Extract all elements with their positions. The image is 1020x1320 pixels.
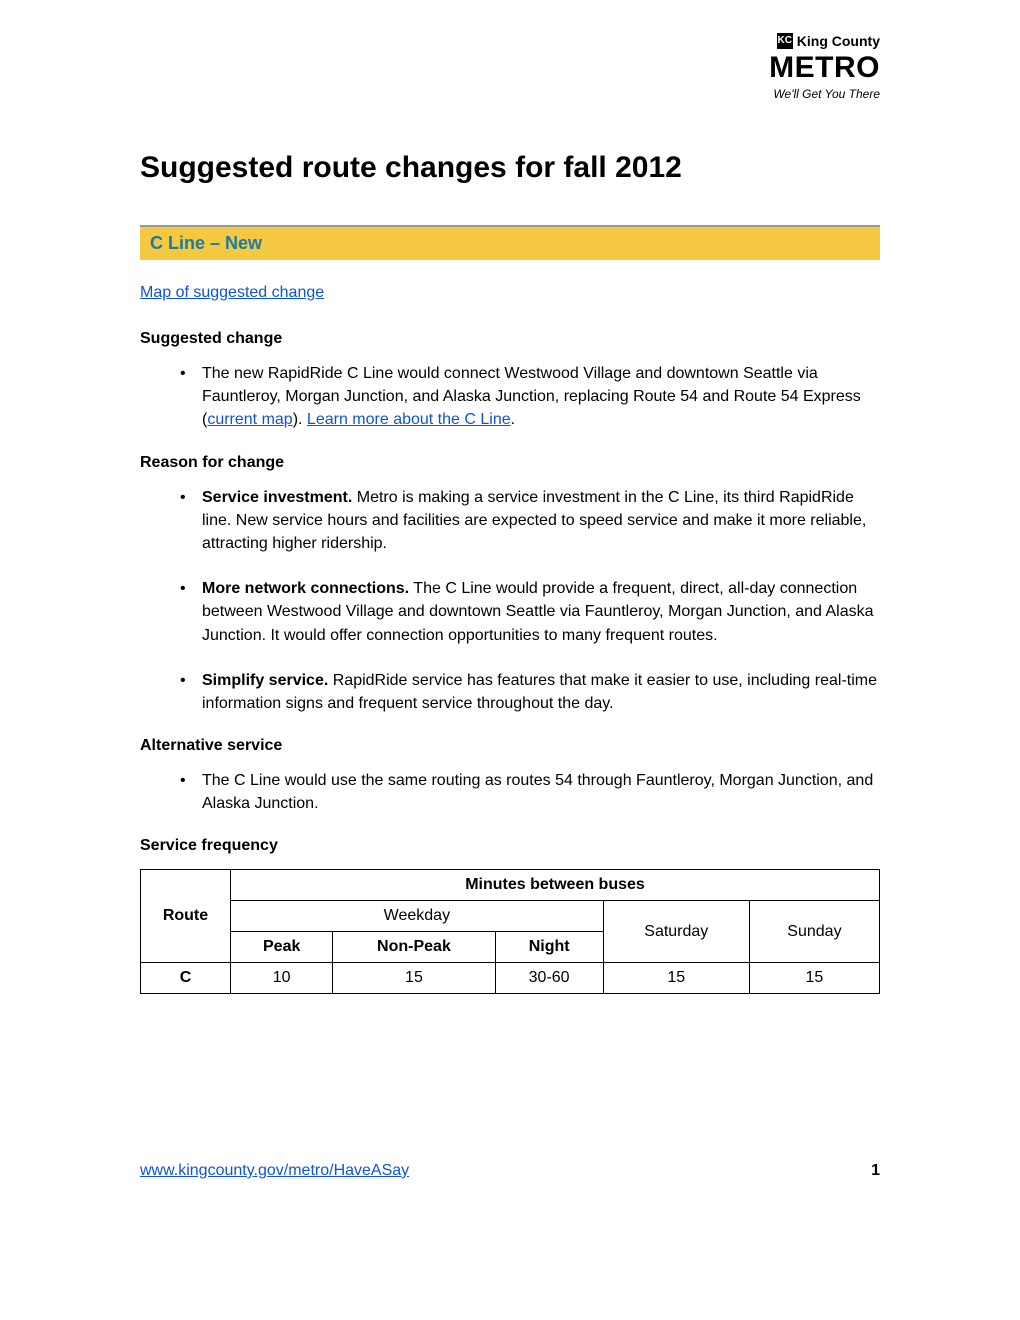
item-text: The C Line would use the same routing as… [202, 772, 873, 812]
kc-icon: KC [777, 33, 793, 49]
td-saturday: 15 [603, 963, 749, 994]
page-number: 1 [871, 1162, 880, 1180]
suggested-change-heading: Suggested change [140, 330, 880, 348]
td-nonpeak: 15 [333, 963, 495, 994]
list-item: Service investment. Metro is making a se… [140, 486, 880, 556]
th-route: Route [141, 870, 231, 963]
frequency-heading: Service frequency [140, 837, 880, 855]
frequency-table: Route Minutes between buses Weekday Satu… [140, 869, 880, 994]
kc-text: King County [797, 33, 880, 49]
table-row: C 10 15 30-60 15 15 [141, 963, 880, 994]
logo-area: KC King County METRO We'll Get You There [140, 30, 880, 101]
th-night: Night [495, 932, 603, 963]
th-saturday: Saturday [603, 901, 749, 963]
logo-metro: METRO [140, 51, 880, 85]
footer: www.kingcounty.gov/metro/HaveASay 1 [140, 1162, 880, 1180]
item-bold: Service investment. [202, 489, 352, 506]
th-peak: Peak [231, 932, 333, 963]
logo-tagline: We'll Get You There [140, 87, 880, 101]
item-text: . [511, 411, 515, 428]
td-night: 30-60 [495, 963, 603, 994]
footer-url-link[interactable]: www.kingcounty.gov/metro/HaveASay [140, 1162, 409, 1180]
th-nonpeak: Non-Peak [333, 932, 495, 963]
learn-more-link[interactable]: Learn more about the C Line [307, 411, 511, 428]
reason-list: Service investment. Metro is making a se… [140, 486, 880, 716]
page-title: Suggested route changes for fall 2012 [140, 151, 880, 185]
list-item: More network connections. The C Line wou… [140, 577, 880, 647]
logo-king-county: KC King County [777, 33, 880, 49]
suggested-change-list: The new RapidRide C Line would connect W… [140, 362, 880, 432]
alternative-list: The C Line would use the same routing as… [140, 769, 880, 815]
item-text: ). [293, 411, 307, 428]
th-weekday: Weekday [231, 901, 604, 932]
td-sunday: 15 [749, 963, 879, 994]
item-bold: More network connections. [202, 580, 409, 597]
alternative-heading: Alternative service [140, 737, 880, 755]
current-map-link[interactable]: current map [207, 411, 292, 428]
map-link[interactable]: Map of suggested change [140, 284, 880, 302]
th-sunday: Sunday [749, 901, 879, 963]
item-bold: Simplify service. [202, 672, 328, 689]
list-item: Simplify service. RapidRide service has … [140, 669, 880, 715]
list-item: The new RapidRide C Line would connect W… [140, 362, 880, 432]
section-header: C Line – New [140, 225, 880, 260]
th-minutes: Minutes between buses [231, 870, 880, 901]
reason-heading: Reason for change [140, 454, 880, 472]
td-peak: 10 [231, 963, 333, 994]
section-header-text: C Line – New [150, 233, 262, 253]
list-item: The C Line would use the same routing as… [140, 769, 880, 815]
td-route: C [141, 963, 231, 994]
